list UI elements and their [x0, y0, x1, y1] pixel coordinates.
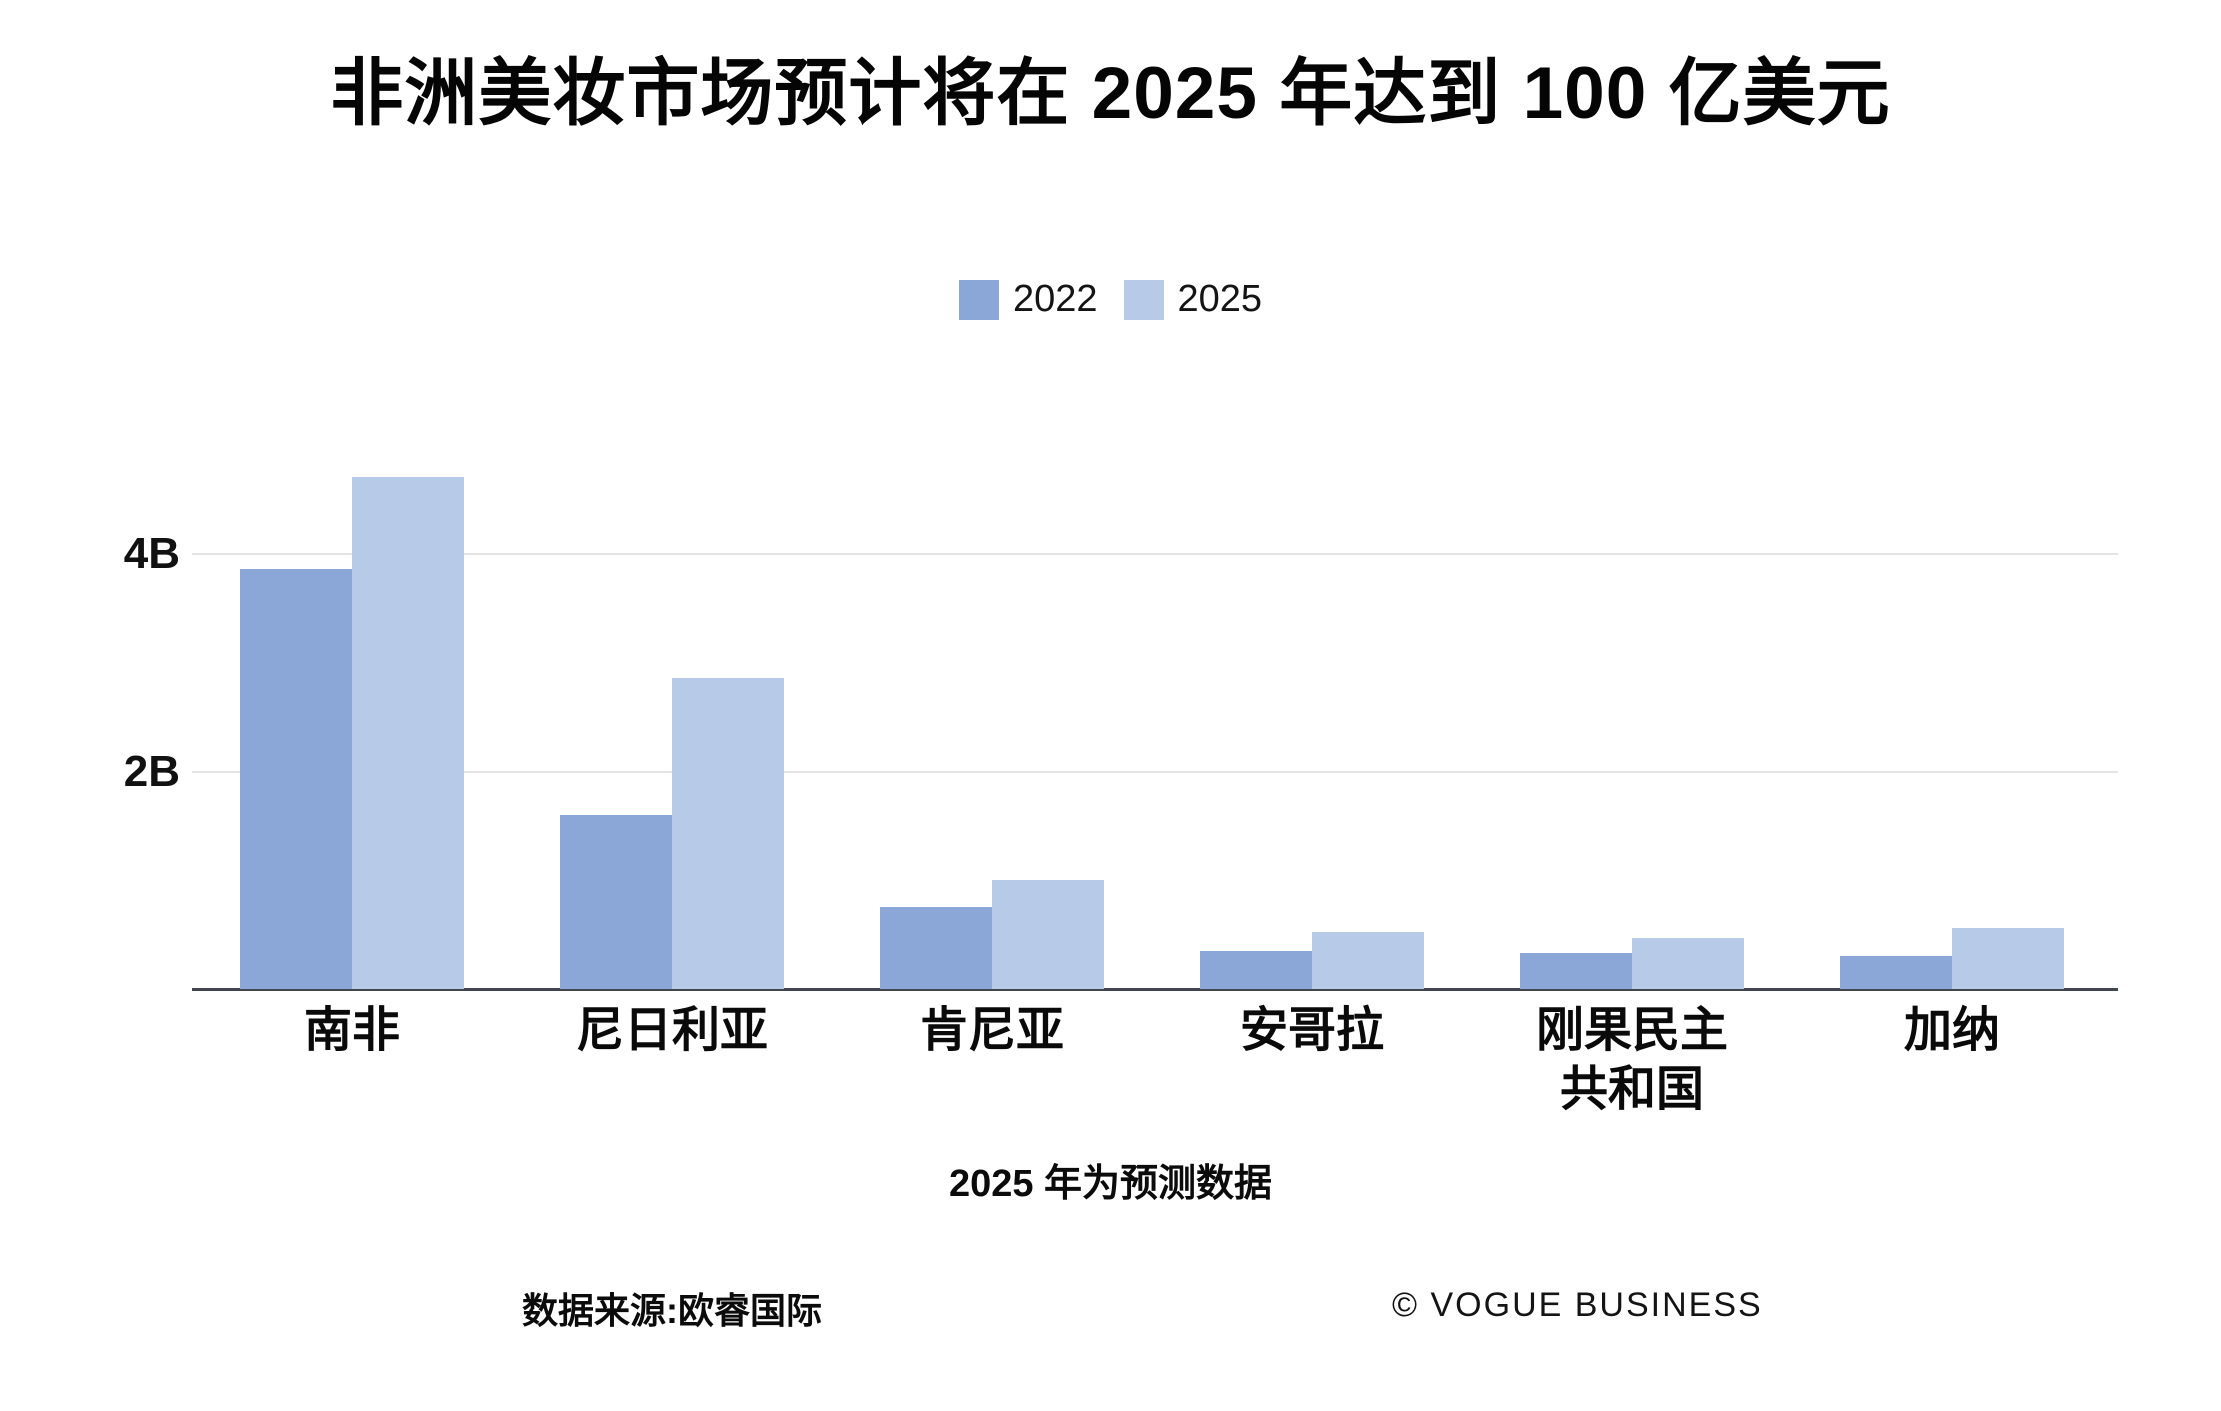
gridline-2B: [192, 770, 2118, 773]
legend-label-2022: 2022: [1012, 278, 1098, 320]
bar-2022-category-4: [1520, 953, 1632, 989]
x-tick-label-0: 南非: [303, 1004, 401, 1057]
data-source-text: 数据来源:欧睿国际: [522, 1290, 822, 1331]
legend-swatch-2022: [958, 279, 999, 320]
bar-2025-category-4: [1632, 938, 1744, 989]
bar-2025-category-0: [352, 477, 464, 989]
legend-swatch-2025: [1123, 279, 1164, 320]
y-tick-label-4B: 4B: [123, 528, 180, 578]
x-tick-label-1: 尼日利亚: [575, 1004, 769, 1057]
bar-2025-category-3: [1312, 932, 1424, 989]
x-tick-label-3: 安哥拉: [1239, 1004, 1385, 1057]
bar-2022-category-1: [560, 815, 672, 989]
legend-item-2025: 2025: [1123, 278, 1263, 321]
forecast-note: 2025 年为预测数据: [948, 1163, 1273, 1205]
bar-2025-category-2: [992, 880, 1104, 989]
x-tick-label-5: 加纳: [1903, 1004, 2001, 1057]
bar-2022-category-2: [880, 907, 992, 989]
bar-2025-category-5: [1952, 928, 2064, 989]
x-tick-label-2: 肯尼亚: [919, 1004, 1065, 1057]
chart-title: 非洲美妆市场预计将在 2025 年达到 100 亿美元: [330, 53, 1891, 134]
bar-2025-category-1: [672, 678, 784, 989]
gridline-4B: [192, 552, 2118, 555]
bar-2022-category-3: [1200, 951, 1312, 989]
x-tick-label-4: 刚果民主 共和国: [1535, 1004, 1729, 1116]
plot-area: 2B 4B: [124, 420, 2118, 991]
legend: 2022 2025: [0, 278, 2221, 321]
legend-label-2025: 2025: [1177, 278, 1263, 320]
y-tick-label-2B: 2B: [123, 746, 180, 796]
legend-item-2022: 2022: [958, 278, 1098, 321]
publisher-credit: © VOGUE BUSINESS: [1392, 1286, 1763, 1324]
bar-2022-category-5: [1840, 956, 1952, 989]
x-axis-labels: 南非 尼日利亚 肯尼亚 安哥拉 刚果民主 共和国 加纳: [0, 1002, 2221, 1132]
bar-2022-category-0: [240, 569, 352, 989]
x-axis-line: [192, 988, 2118, 991]
